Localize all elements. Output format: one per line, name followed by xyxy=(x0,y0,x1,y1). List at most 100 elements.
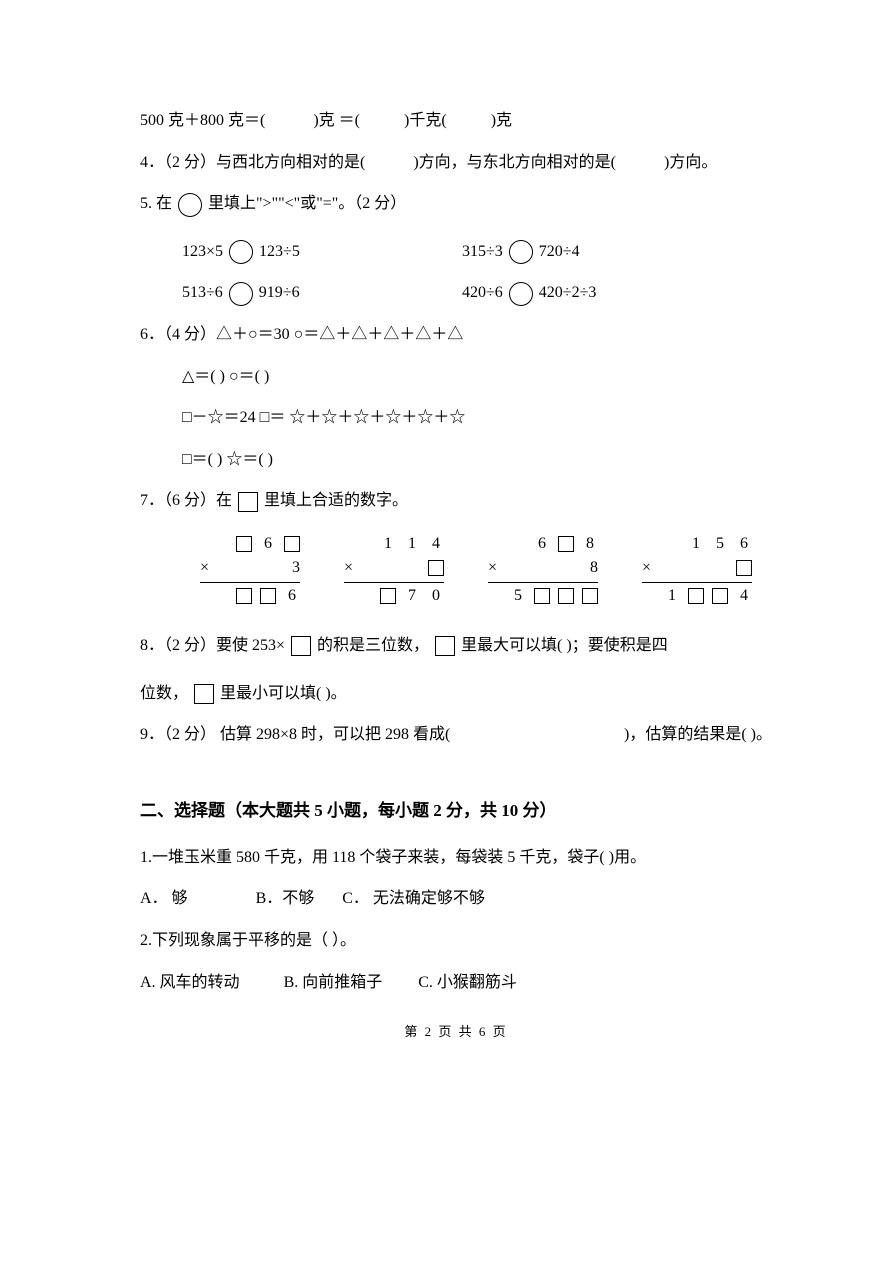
digit: 4 xyxy=(736,587,752,605)
q5-row2: 513÷6 919÷6 420÷6 420÷2÷3 xyxy=(140,272,772,314)
vmult-1: 6 × 3 6 xyxy=(200,532,300,607)
opt-a: A． 够 xyxy=(140,890,188,907)
digit: 1 xyxy=(664,587,680,605)
q8-2-post: 里最小可以填( )。 xyxy=(220,685,347,702)
box-icon xyxy=(194,684,214,704)
q6-line4: □＝( ) ☆＝( ) xyxy=(140,439,772,481)
opt-b: B. 向前推箱子 xyxy=(284,974,383,991)
q9-left: 9．（2 分） 估算 298×8 时，可以把 298 看成( xyxy=(140,714,450,756)
times-icon: × xyxy=(488,559,497,577)
q3-blank-3 xyxy=(451,112,487,129)
digit: 8 xyxy=(513,559,598,577)
q8-line1: 8．（2 分）要使 253× 的积是三位数， 里最大可以填( )；要使积是四 xyxy=(140,625,772,667)
expr: 315÷3 xyxy=(462,243,503,260)
q4-text-3: )方向。 xyxy=(664,154,717,171)
q7-pre: 7．（6 分）在 xyxy=(140,492,232,509)
box-icon xyxy=(435,636,455,656)
q6-line2: △＝( ) ○＝( ) xyxy=(140,356,772,398)
box-icon xyxy=(428,560,444,576)
page-footer: 第 2 页 共 6 页 xyxy=(140,1021,772,1040)
q4-blank-1 xyxy=(369,154,409,171)
box-icon xyxy=(291,636,311,656)
digit: 6 xyxy=(534,535,550,553)
box-wrap xyxy=(667,559,752,577)
q5-row1: 123×5 123÷5 315÷3 720÷4 xyxy=(140,231,772,273)
q9: 9．（2 分） 估算 298×8 时，可以把 298 看成( )，估算的结果是(… xyxy=(140,714,772,756)
vmult-4: 1 5 6 × 1 4 xyxy=(642,532,752,607)
q8-mid2: 里最大可以填( )；要使积是四 xyxy=(461,637,668,654)
opt-a: A. 风车的转动 xyxy=(140,974,240,991)
s2-q1-opts: A． 够 B．不够 C． 无法确定够不够 xyxy=(140,878,772,920)
expr: 919÷6 xyxy=(259,284,300,301)
times-icon: × xyxy=(344,559,353,577)
digit: 3 xyxy=(225,559,300,577)
opt-b: B．不够 xyxy=(256,890,315,907)
box-icon xyxy=(736,560,752,576)
opt-c: C． 无法确定够不够 xyxy=(342,890,485,907)
times-icon: × xyxy=(200,559,209,577)
circle-icon xyxy=(178,193,202,217)
circle-icon xyxy=(229,240,253,264)
box-wrap xyxy=(369,559,444,577)
q5-intro: 5. 在 里填上">""<"或"="。（2 分） xyxy=(140,183,772,225)
q3-text-2: )克 ＝( xyxy=(313,112,360,129)
digit: 0 xyxy=(428,587,444,605)
vertical-multiplications: 6 ×3 6 1 1 4 × 7 0 xyxy=(200,532,772,607)
q4-blank-2 xyxy=(620,154,660,171)
expr: 123×5 xyxy=(182,243,223,260)
digit: 4 xyxy=(428,535,444,553)
box-icon xyxy=(236,588,252,604)
q7-intro: 7．（6 分）在 里填上合适的数字。 xyxy=(140,480,772,522)
digit: 6 xyxy=(260,535,276,553)
box-icon xyxy=(284,536,300,552)
q4-text-1: 4．（2 分）与西北方向相对的是( xyxy=(140,154,365,171)
q3-blank-1 xyxy=(269,112,309,129)
q8-pre: 8．（2 分）要使 253× xyxy=(140,637,285,654)
q9-right: )，估算的结果是( )。 xyxy=(624,714,772,756)
q5-post: 里填上">""<"或"="。（2 分） xyxy=(208,195,406,212)
q5-pre: 5. 在 xyxy=(140,195,172,212)
q3-text-1: 500 克＋800 克＝( xyxy=(140,112,265,129)
box-icon xyxy=(558,536,574,552)
box-icon xyxy=(688,588,704,604)
document-page: 500 克＋800 克＝( )克 ＝( )千克( )克 4．（2 分）与西北方向… xyxy=(0,0,892,1080)
q8-2-pre: 位数， xyxy=(140,685,188,702)
circle-icon xyxy=(509,240,533,264)
q5-r2-left: 513÷6 919÷6 xyxy=(182,272,462,314)
q7-post: 里填上合适的数字。 xyxy=(264,492,408,509)
q3-text-3: )千克( xyxy=(404,112,447,129)
box-icon xyxy=(260,588,276,604)
expr: 420÷2÷3 xyxy=(539,284,597,301)
q8-line2: 位数， 里最小可以填( )。 xyxy=(140,673,772,715)
q3-blank-2 xyxy=(364,112,400,129)
s2-q2: 2.下列现象属于平移的是（ ）。 xyxy=(140,920,772,962)
section2-title: 二、选择题（本大题共 5 小题，每小题 2 分，共 10 分） xyxy=(140,796,772,821)
q6-line1: 6．（4 分）△＋○＝30 ○＝△＋△＋△＋△＋△ xyxy=(140,314,772,356)
digit: 5 xyxy=(510,587,526,605)
q8-mid1: 的积是三位数， xyxy=(317,637,429,654)
circle-icon xyxy=(229,282,253,306)
circle-icon xyxy=(509,282,533,306)
digit: 6 xyxy=(736,535,752,553)
q6-line3: □－☆＝24 □＝ ☆＋☆＋☆＋☆＋☆＋☆ xyxy=(140,397,772,439)
expr: 720÷4 xyxy=(539,243,580,260)
box-icon xyxy=(582,588,598,604)
digit: 6 xyxy=(284,587,300,605)
expr: 513÷6 xyxy=(182,284,223,301)
q5-r2-right: 420÷6 420÷2÷3 xyxy=(462,272,596,314)
q5-r1-left: 123×5 123÷5 xyxy=(182,231,462,273)
q4-text-2: )方向，与东北方向相对的是( xyxy=(413,154,616,171)
s2-q2-opts: A. 风车的转动 B. 向前推箱子 C. 小猴翻筋斗 xyxy=(140,962,772,1004)
digit: 5 xyxy=(712,535,728,553)
q3-cont: 500 克＋800 克＝( )克 ＝( )千克( )克 xyxy=(140,100,772,142)
box-icon xyxy=(238,492,258,512)
expr: 420÷6 xyxy=(462,284,503,301)
opt-c: C. 小猴翻筋斗 xyxy=(418,974,517,991)
box-icon xyxy=(534,588,550,604)
box-icon xyxy=(380,588,396,604)
q4: 4．（2 分）与西北方向相对的是( )方向，与东北方向相对的是( )方向。 xyxy=(140,142,772,184)
digit: 8 xyxy=(582,535,598,553)
vmult-3: 6 8 × 8 5 xyxy=(488,532,598,607)
box-icon xyxy=(558,588,574,604)
expr: 123÷5 xyxy=(259,243,300,260)
